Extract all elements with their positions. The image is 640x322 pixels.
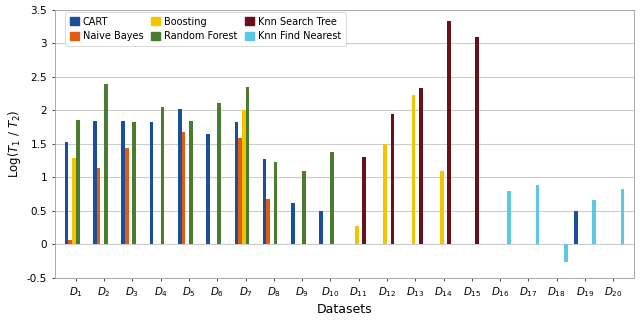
Legend: CART, Naive Bayes, Boosting, Random Forest, Knn Search Tree, Knn Find Nearest: CART, Naive Bayes, Boosting, Random Fore… [65,12,346,46]
Bar [125,148,129,244]
Bar [291,203,295,244]
Bar [302,171,306,244]
Bar [234,122,238,244]
Bar [319,211,323,244]
X-axis label: Datasets: Datasets [317,303,372,317]
Bar [536,185,540,244]
Bar [238,138,242,244]
Bar [440,171,444,244]
Bar [68,240,72,244]
Bar [182,132,186,244]
Bar [412,95,415,244]
Bar [206,134,210,244]
Bar [246,87,249,244]
Bar [93,121,97,244]
Bar [65,142,68,244]
Bar [592,200,596,244]
Bar [362,157,366,244]
Bar [390,114,394,244]
Bar [97,168,100,244]
Bar [178,109,182,244]
Bar [564,244,568,262]
Bar [447,21,451,244]
Bar [189,121,193,244]
Bar [132,122,136,244]
Bar [242,110,246,244]
Bar [150,122,154,244]
Bar [76,120,79,244]
Bar [574,211,577,244]
Bar [419,88,422,244]
Bar [330,152,334,244]
Bar [161,107,164,244]
Bar [263,159,266,244]
Bar [217,103,221,244]
Bar [355,226,358,244]
Bar [266,199,270,244]
Bar [104,84,108,244]
Bar [383,144,387,244]
Bar [476,37,479,244]
Bar [72,158,76,244]
Bar [122,121,125,244]
Bar [274,162,278,244]
Bar [508,191,511,244]
Y-axis label: $\mathrm{Log}(T_1\ /\ T_2)$: $\mathrm{Log}(T_1\ /\ T_2)$ [6,109,22,178]
Bar [621,189,624,244]
